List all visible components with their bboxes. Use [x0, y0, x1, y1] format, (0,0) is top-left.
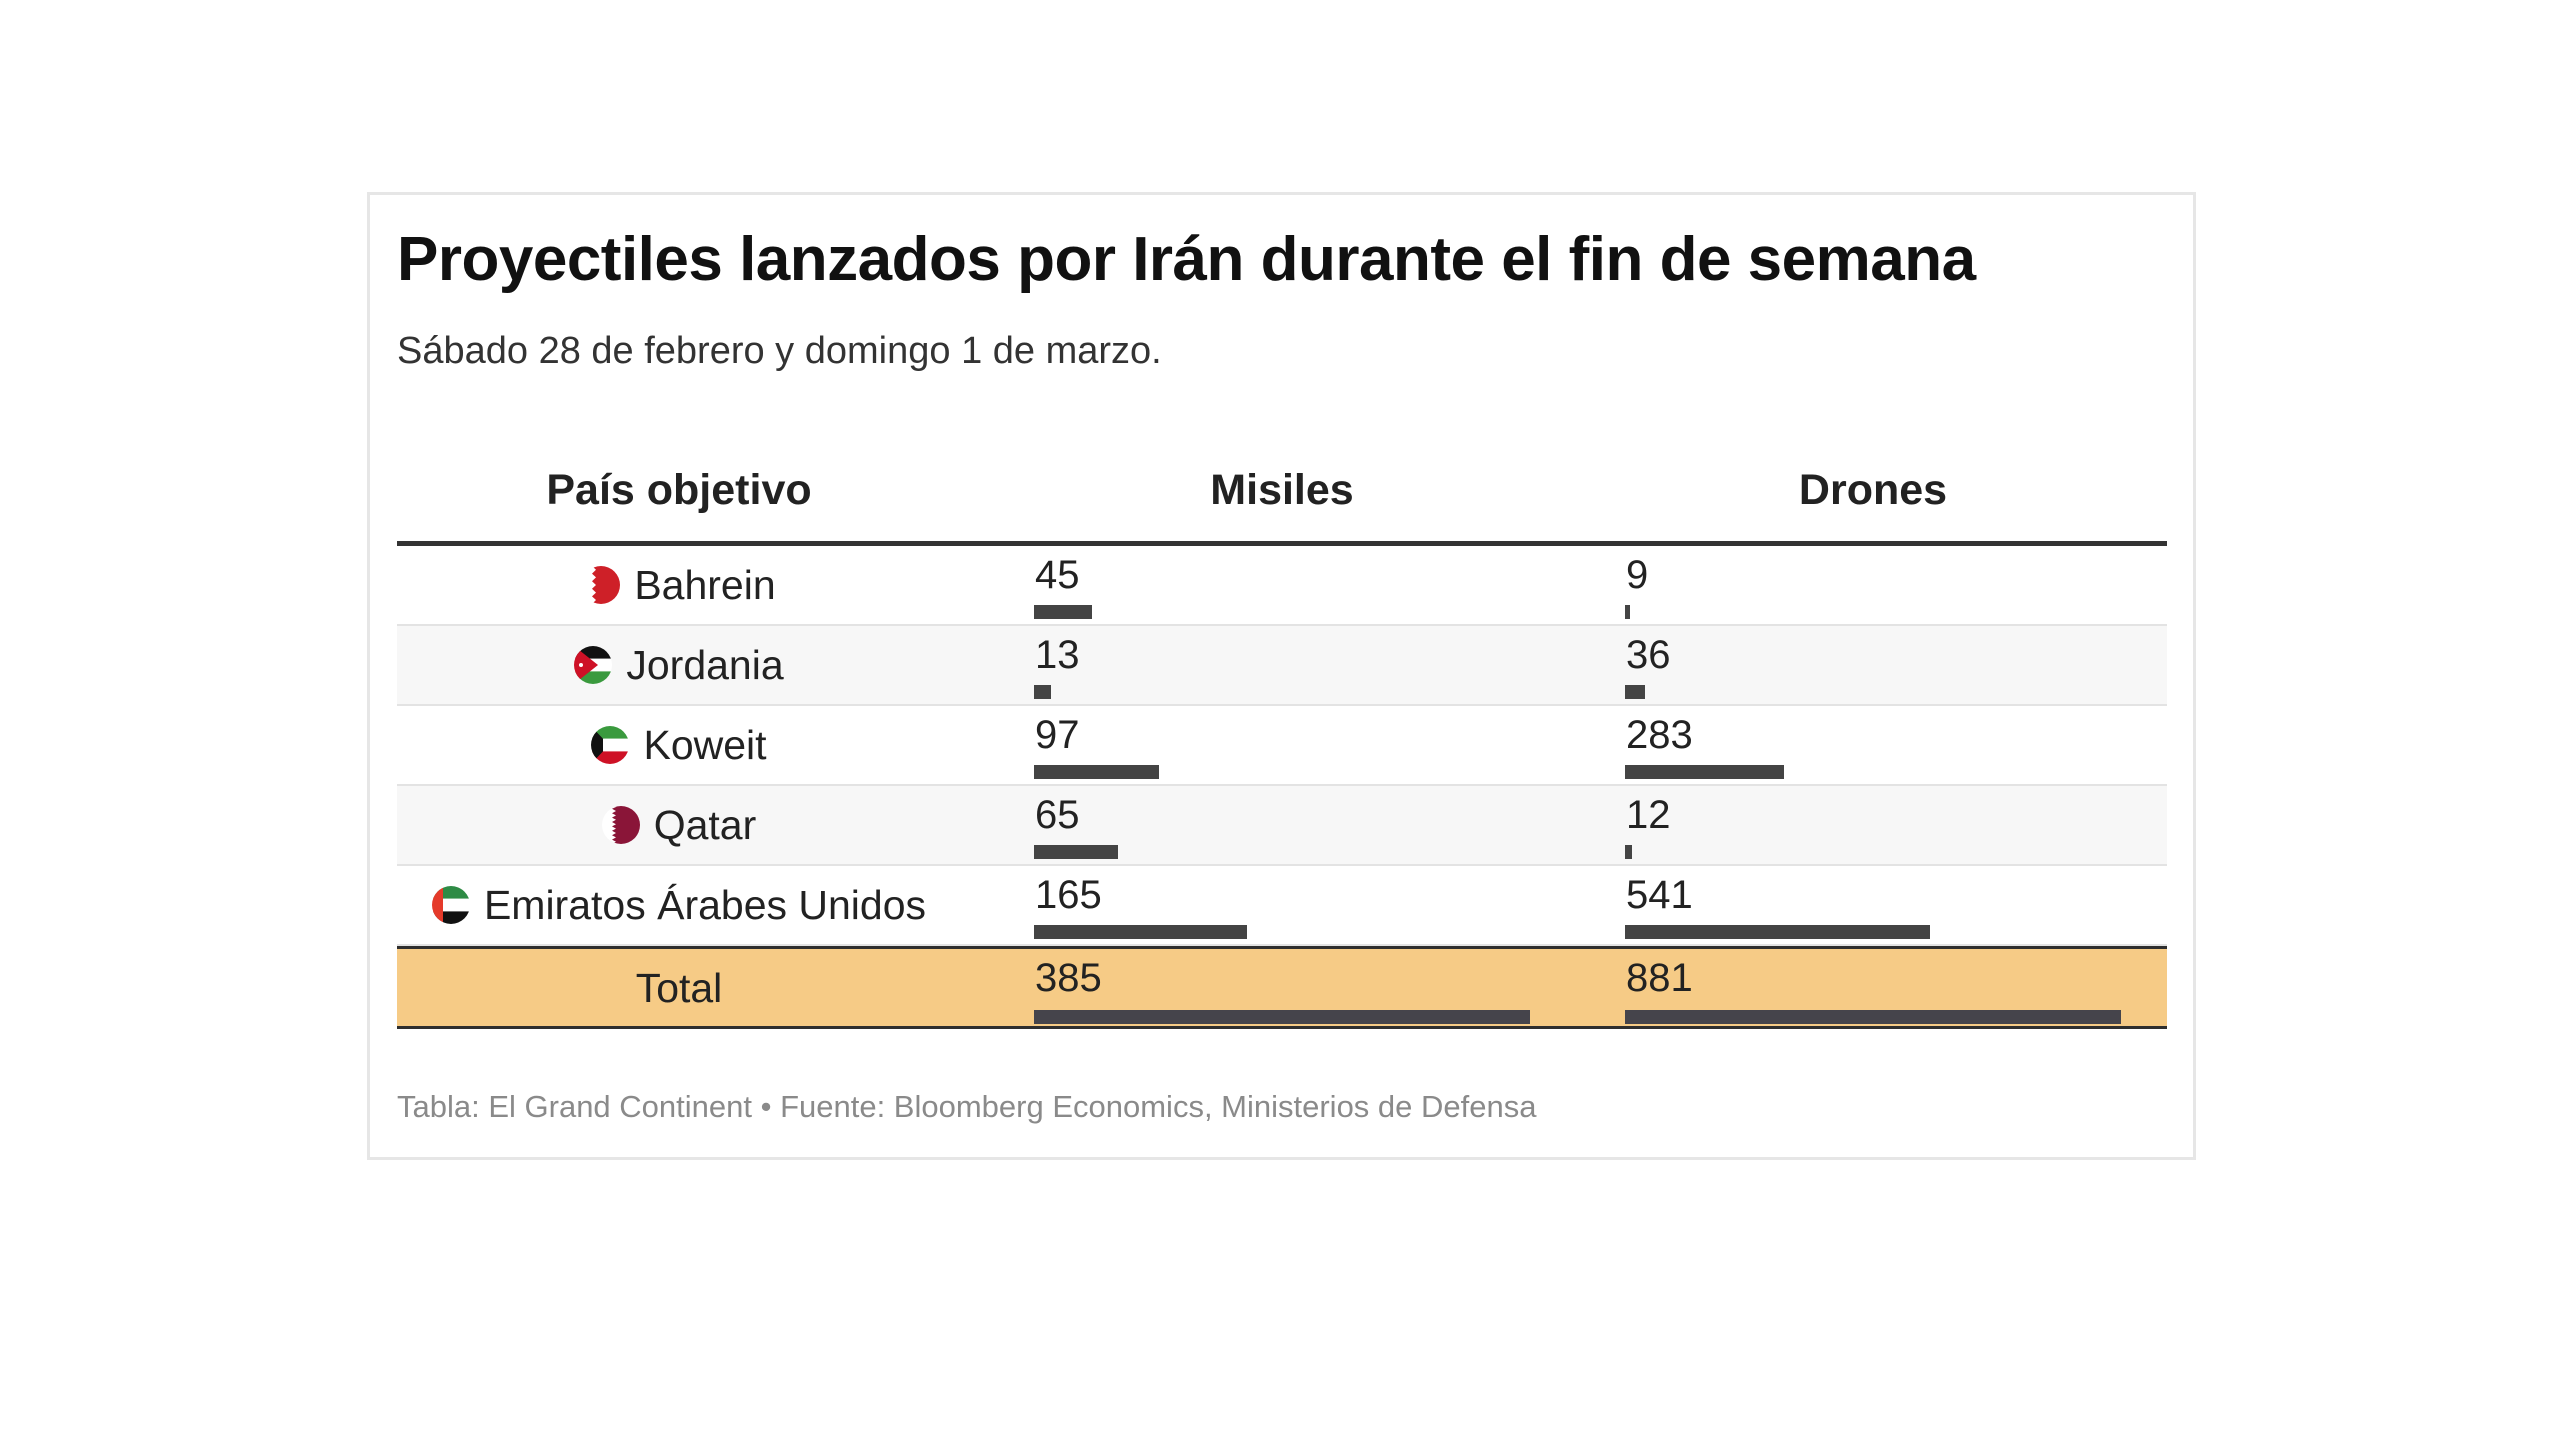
misiles-value: 45: [1035, 553, 1080, 597]
table-header: País objetivo Misiles Drones: [397, 450, 2167, 546]
drones-cell: 12: [1625, 786, 2145, 864]
drones-bar: [1625, 845, 1632, 859]
drones-value: 283: [1626, 713, 1693, 757]
header-misiles[interactable]: Misiles: [1210, 466, 1354, 514]
drones-bar: [1625, 1010, 2121, 1024]
drones-cell: 541: [1625, 866, 2145, 944]
drones-cell: 36: [1625, 626, 2145, 704]
misiles-bar: [1034, 1010, 1530, 1024]
country-name: Qatar: [653, 801, 757, 848]
misiles-cell: 65: [1034, 786, 1554, 864]
jordan-flag-icon: [574, 646, 613, 684]
total-row: Total 385 881: [397, 946, 2167, 1029]
source-note: Tabla: El Grand Continent • Fuente: Bloo…: [397, 1089, 1537, 1124]
table-row: Emiratos Árabes Unidos 165 541: [397, 866, 2167, 946]
misiles-value: 165: [1035, 873, 1102, 917]
country-cell: Bahrein: [397, 546, 961, 624]
drones-value: 881: [1626, 956, 1693, 1000]
misiles-cell: 13: [1034, 626, 1554, 704]
header-drones[interactable]: Drones: [1798, 466, 1948, 514]
table-row: Jordania 13 36: [397, 626, 2167, 706]
drones-cell: 283: [1625, 706, 2145, 784]
drones-cell: 9: [1625, 546, 2145, 624]
misiles-bar: [1034, 685, 1051, 699]
misiles-cell: 45: [1034, 546, 1554, 624]
misiles-bar: [1034, 925, 1247, 939]
header-country[interactable]: País objetivo: [546, 466, 812, 514]
drones-cell: 881: [1625, 949, 2145, 1027]
drones-value: 12: [1626, 793, 1671, 837]
misiles-value: 65: [1035, 793, 1080, 837]
misiles-value: 385: [1035, 956, 1102, 1000]
misiles-value: 13: [1035, 633, 1080, 677]
drones-value: 541: [1626, 873, 1693, 917]
drones-value: 36: [1626, 633, 1671, 677]
country-name: Koweit: [643, 721, 767, 768]
data-table: País objetivo Misiles Drones Bahrein 45 9 J…: [397, 450, 2167, 1029]
bahrain-flag-icon: [582, 566, 621, 604]
country-cell: Koweit: [397, 706, 961, 784]
total-label-cell: Total: [397, 949, 961, 1027]
misiles-bar: [1034, 605, 1092, 619]
table-row: Qatar 65 12: [397, 786, 2167, 866]
country-cell: Qatar: [397, 786, 961, 864]
misiles-bar: [1034, 765, 1159, 779]
misiles-cell: 97: [1034, 706, 1554, 784]
drones-bar: [1625, 685, 1645, 699]
drones-bar: [1625, 605, 1630, 619]
misiles-value: 97: [1035, 713, 1080, 757]
uae-flag-icon: [431, 886, 470, 924]
misiles-cell: 385: [1034, 949, 1554, 1027]
table-row: Bahrein 45 9: [397, 546, 2167, 626]
misiles-cell: 165: [1034, 866, 1554, 944]
table-row: Koweit 97 283: [397, 706, 2167, 786]
chart-subtitle: Sábado 28 de febrero y domingo 1 de marz…: [397, 330, 1162, 372]
country-name: Bahrein: [634, 561, 776, 608]
kuwait-flag-icon: [591, 726, 630, 764]
table-body: Bahrein 45 9 Jordania 13 36 Koweit 97 283 Qatar 65…: [397, 546, 2167, 1029]
country-cell: Emiratos Árabes Unidos: [397, 866, 961, 944]
country-name: Jordania: [626, 641, 784, 688]
country-cell: Jordania: [397, 626, 961, 704]
drones-bar: [1625, 765, 1784, 779]
drones-bar: [1625, 925, 1930, 939]
misiles-bar: [1034, 845, 1118, 859]
total-label: Total: [635, 964, 723, 1011]
chart-title: Proyectiles lanzados por Irán durante el…: [397, 225, 1976, 294]
qatar-flag-icon: [601, 806, 640, 844]
country-name: Emiratos Árabes Unidos: [483, 881, 927, 928]
drones-value: 9: [1626, 553, 1649, 597]
